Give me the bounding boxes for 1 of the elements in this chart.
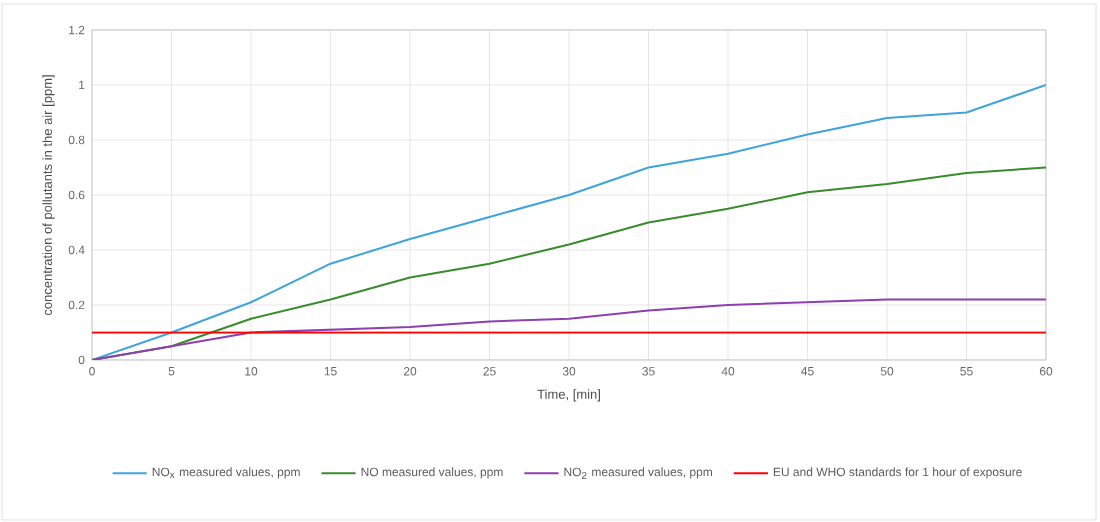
line-series <box>92 83 1046 360</box>
